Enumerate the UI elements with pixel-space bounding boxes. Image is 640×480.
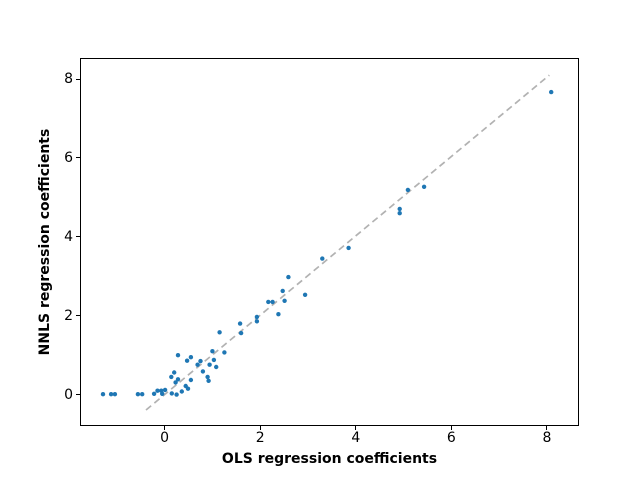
scatter-point [320, 256, 325, 261]
identity-line [145, 74, 550, 411]
scatter-point [162, 387, 168, 393]
y-tick-mark [76, 157, 80, 159]
scatter-point [254, 314, 260, 320]
scatter-point [198, 358, 203, 364]
scatter-point [276, 312, 281, 317]
scatter-point [405, 187, 411, 193]
scatter-point [151, 391, 157, 396]
scatter-point [169, 391, 174, 396]
scatter-point [195, 362, 200, 367]
scatter-point [200, 369, 206, 374]
y-tick-mark [76, 315, 80, 317]
y-tick-label: 0 [64, 386, 73, 403]
x-tick-mark [546, 426, 548, 430]
scatter-point [254, 319, 260, 324]
scatter-point [174, 392, 179, 397]
scatter-point [210, 349, 215, 354]
scatter-point [266, 299, 271, 305]
x-tick-label: 0 [160, 430, 170, 446]
scatter-point [160, 391, 165, 396]
scatter-point [172, 370, 177, 375]
scatter-point [188, 355, 194, 360]
scatter-plot-svg [100, 74, 554, 411]
x-tick-label: 2 [255, 430, 265, 446]
scatter-point [302, 292, 308, 297]
scatter-point [222, 350, 227, 355]
scatter-point [237, 321, 243, 326]
scatter-point [280, 288, 285, 294]
scatter-point [112, 392, 118, 397]
scatter-point [397, 211, 402, 216]
scatter-point [135, 392, 141, 397]
scatter-point [282, 298, 287, 303]
scatter-point [183, 383, 188, 389]
scatter-point [346, 245, 351, 251]
scatter-point [421, 184, 427, 189]
x-axis-label: OLS regression coefficients [221, 451, 438, 467]
scatter-point [179, 389, 184, 394]
x-tick-mark [164, 426, 166, 430]
scatter-point [549, 89, 554, 95]
scatter-point [169, 374, 174, 380]
scatter-point [100, 392, 106, 397]
y-tick-mark [76, 236, 80, 238]
scatter-point [175, 353, 181, 358]
x-tick-label: 6 [446, 430, 456, 446]
scatter-point [286, 274, 291, 280]
y-tick-label: 8 [64, 71, 73, 88]
y-tick-label: 4 [64, 228, 73, 245]
scatter-point [108, 392, 114, 397]
scatter-point [184, 358, 190, 363]
y-tick-label: 2 [64, 307, 73, 324]
scatter-point [188, 377, 194, 383]
y-tick-label: 6 [64, 149, 73, 166]
scatter-point [140, 392, 145, 397]
scatter-point [173, 380, 178, 385]
x-tick-mark [259, 426, 261, 430]
y-tick-mark [76, 78, 80, 80]
scatter-point [211, 357, 217, 363]
x-tick-mark [450, 426, 452, 430]
scatter-point [214, 364, 219, 370]
scatter-point [207, 362, 212, 367]
plot-area [80, 58, 579, 426]
x-tick-label: 8 [542, 430, 552, 446]
scatter-point [155, 388, 160, 393]
x-tick-label: 4 [351, 430, 361, 446]
scatter-point [206, 378, 211, 383]
x-tick-mark [355, 426, 357, 430]
scatter-point [397, 206, 402, 212]
scatter-point [270, 299, 275, 305]
scatter-point [205, 374, 210, 380]
scatter-point [217, 330, 222, 335]
scatter-point [238, 330, 244, 336]
y-tick-mark [76, 394, 80, 396]
scatter-point [175, 377, 181, 382]
